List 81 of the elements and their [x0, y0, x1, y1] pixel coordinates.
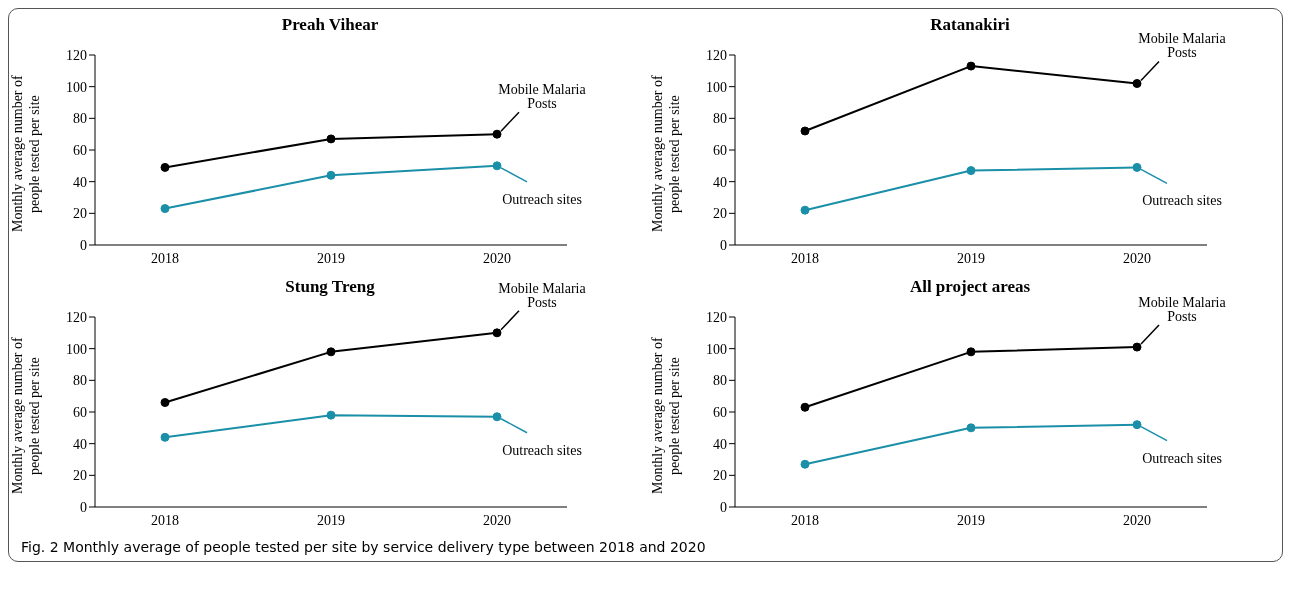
- y-tick-label: 0: [80, 237, 87, 253]
- y-tick-label: 120: [706, 47, 727, 63]
- series-label: Mobile Malaria Posts: [498, 280, 587, 310]
- series-label: Mobile Malaria Posts: [498, 82, 587, 112]
- x-tick-label: 2020: [483, 250, 511, 266]
- y-tick-label: 40: [73, 174, 87, 190]
- x-tick-label: 2018: [151, 250, 179, 266]
- x-tick-label: 2020: [1123, 250, 1151, 266]
- point: [800, 205, 810, 215]
- point: [492, 328, 502, 338]
- chart-title: Stung Treng: [285, 277, 375, 296]
- caption: Fig. 2 Monthly average of people tested per site by service delivery type between 2018 and 2020: [21, 539, 707, 555]
- point: [492, 129, 502, 139]
- y-tick-label: 100: [706, 79, 727, 95]
- chart-title: Preah Vihear: [280, 15, 380, 35]
- y-tick-label: 60: [73, 142, 87, 158]
- x-tick-label: 2018: [791, 250, 819, 266]
- point: [800, 402, 810, 412]
- point: [492, 161, 502, 171]
- series-label: Mobile Malaria Posts: [1138, 31, 1227, 61]
- y-tick-label: 120: [66, 47, 87, 63]
- y-tick-label: 20: [73, 206, 87, 222]
- point: [800, 459, 810, 469]
- x-tick-label: 2020: [1123, 512, 1151, 528]
- y-tick-label: 80: [73, 111, 87, 127]
- y-tick-label: 40: [713, 174, 727, 190]
- series-label: Mobile Malaria Posts: [1138, 295, 1227, 325]
- point: [800, 126, 810, 136]
- y-axis-title: Monthly average number of people tested per site: [9, 336, 43, 497]
- y-tick-label: 40: [713, 436, 727, 452]
- y-tick-label: 80: [73, 373, 87, 389]
- y-tick-label: 100: [66, 341, 87, 357]
- x-tick-label: 2019: [957, 250, 985, 266]
- y-tick-label: 0: [720, 237, 727, 253]
- point: [326, 134, 336, 144]
- y-axis-title: Monthly average number of people tested per site: [9, 74, 43, 235]
- point: [1132, 79, 1142, 88]
- point: [160, 162, 170, 172]
- y-tick-label: 120: [706, 309, 727, 325]
- x-tick-label: 2018: [791, 512, 819, 528]
- y-tick-label: 60: [713, 404, 727, 420]
- point: [326, 347, 336, 357]
- point: [966, 347, 976, 357]
- x-tick-label: 2018: [151, 512, 179, 528]
- point: [160, 398, 170, 407]
- legend-label: Outreach sites: [1142, 193, 1222, 209]
- y-tick-label: 0: [80, 499, 87, 515]
- point: [966, 166, 976, 176]
- y-tick-label: 120: [66, 309, 87, 325]
- point: [966, 423, 976, 433]
- x-tick-label: 2019: [317, 250, 345, 266]
- y-tick-label: 100: [706, 341, 727, 357]
- x-tick-label: 2019: [957, 512, 985, 528]
- x-tick-label: 2019: [317, 512, 345, 528]
- point: [1132, 342, 1142, 352]
- y-tick-label: 20: [713, 206, 727, 222]
- y-tick-label: 60: [713, 142, 727, 158]
- y-tick-label: 80: [713, 111, 727, 127]
- legend-label: Outreach sites: [1142, 450, 1222, 466]
- point: [160, 432, 170, 442]
- y-tick-label: 80: [713, 373, 727, 389]
- legend-label: Outreach sites: [502, 191, 582, 207]
- y-tick-label: 100: [66, 79, 87, 95]
- point: [1132, 420, 1142, 430]
- y-axis-title: Monthly average number of people tested per site: [649, 74, 683, 235]
- point: [966, 61, 976, 71]
- point: [1132, 162, 1142, 172]
- y-tick-label: 60: [73, 404, 87, 420]
- point: [326, 170, 336, 180]
- x-tick-label: 2020: [483, 512, 511, 528]
- y-axis-title: Monthly average number of people tested per site: [649, 336, 683, 497]
- y-tick-label: 20: [713, 468, 727, 484]
- y-tick-label: 0: [720, 499, 727, 515]
- point: [160, 204, 170, 214]
- point: [326, 410, 336, 420]
- legend-label: Outreach sites: [502, 442, 582, 458]
- point: [492, 412, 502, 422]
- y-tick-label: 20: [73, 468, 87, 484]
- y-tick-label: 40: [73, 436, 87, 452]
- chart-title: All project areas: [908, 277, 1032, 297]
- chart-title: Ratanakiri: [930, 15, 1010, 34]
